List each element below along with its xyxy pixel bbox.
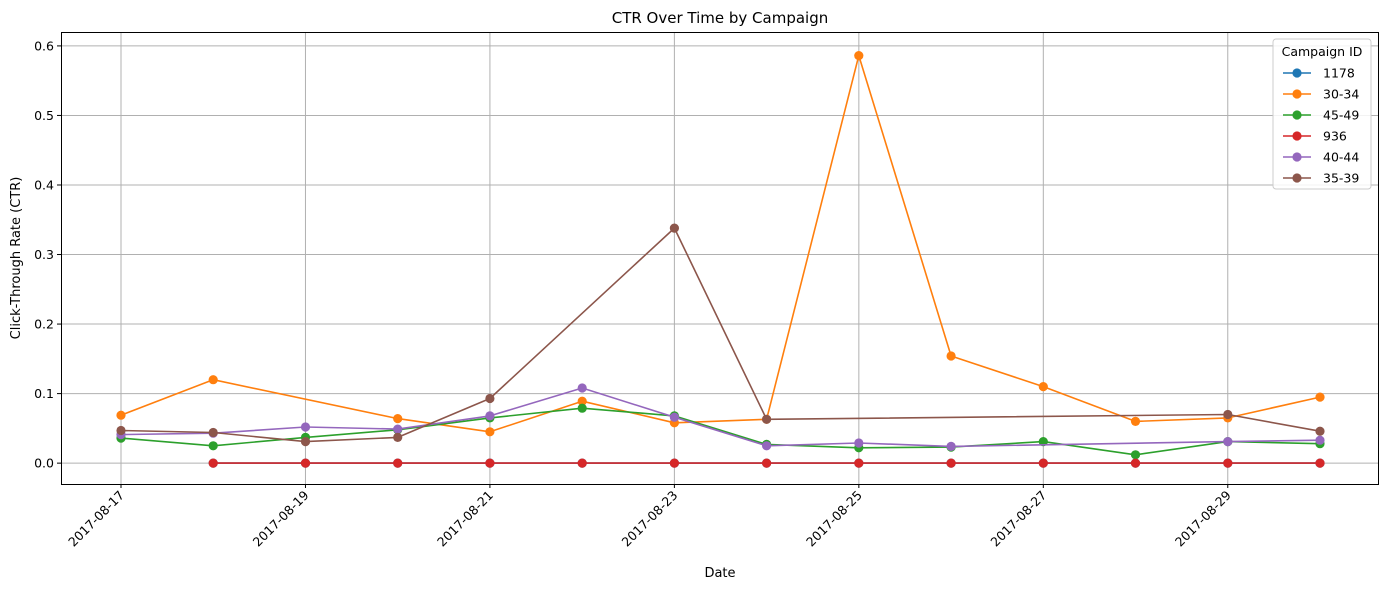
data-point-936: [1315, 458, 1325, 468]
data-point-40-44: [393, 424, 403, 434]
data-point-35-39: [485, 393, 495, 404]
chart-title: CTR Over Time by Campaign: [612, 9, 829, 27]
data-point-30-34: [208, 375, 218, 385]
legend-label: 45-49: [1323, 108, 1359, 123]
series-line-35-39: [120, 227, 1321, 443]
plot-frame: [61, 32, 1379, 485]
data-point-35-39: [1223, 409, 1233, 420]
data-point-936: [1223, 458, 1233, 468]
data-point-936: [300, 458, 311, 468]
data-point-40-44: [762, 441, 772, 451]
legend-marker-1178: [1292, 68, 1302, 78]
data-point-936: [485, 458, 495, 468]
legend-label: 936: [1323, 129, 1347, 144]
data-point-45-49: [1038, 437, 1048, 447]
x-tick-label: 2017-08-17: [65, 488, 127, 550]
series-936: [208, 458, 1325, 468]
data-point-936: [669, 458, 680, 468]
x-axis: 2017-08-17 2017-08-19 2017-08-21 2017-08-23…: [65, 484, 1234, 549]
y-tick-label: 0.5: [34, 108, 54, 123]
x-axis-label: Date: [704, 566, 735, 581]
data-point-40-44: [854, 438, 864, 448]
x-tick-label: 2017-08-25: [803, 488, 865, 550]
y-tick-label: 0.4: [34, 177, 54, 192]
data-point-936: [208, 458, 218, 468]
series-layer: [116, 51, 1325, 468]
data-point-30-34: [577, 396, 587, 406]
y-tick-label: 0.3: [34, 247, 54, 262]
data-point-35-39: [1315, 426, 1325, 436]
data-point-936: [1130, 458, 1141, 468]
series-line-30-34: [120, 54, 1321, 433]
legend-marker-35-39: [1292, 173, 1302, 183]
data-point-30-34: [1130, 416, 1141, 426]
x-tick-label: 2017-08-19: [250, 487, 312, 549]
series-30-34: [116, 51, 1325, 437]
data-point-35-39: [669, 223, 680, 233]
data-point-30-34: [1315, 392, 1325, 402]
x-tick-label: 2017-08-27: [987, 488, 1049, 550]
data-point-30-34: [946, 351, 956, 361]
legend-marker-45-49: [1292, 110, 1302, 120]
data-point-45-49: [1130, 450, 1141, 460]
data-point-30-34: [1038, 382, 1048, 392]
legend-label: 40-44: [1323, 150, 1359, 165]
data-point-936: [1038, 458, 1048, 468]
legend-label: 35-39: [1323, 171, 1359, 186]
x-tick-label: 2017-08-21: [434, 488, 496, 550]
data-point-40-44: [1223, 437, 1233, 447]
data-point-40-44: [946, 441, 956, 451]
data-point-40-44: [669, 412, 680, 422]
y-tick-label: 0.6: [34, 38, 54, 53]
data-point-30-34: [854, 51, 864, 61]
data-point-936: [393, 458, 403, 468]
y-tick-label: 0.1: [34, 386, 54, 401]
data-point-936: [946, 458, 956, 468]
data-point-30-34: [393, 414, 403, 424]
legend-marker-40-44: [1292, 152, 1302, 162]
legend: Campaign ID 1178 30-34 45-49 936 40-44 35-39: [1272, 38, 1372, 190]
data-point-30-34: [116, 410, 126, 420]
x-tick-label: 2017-08-29: [1172, 487, 1234, 549]
data-point-936: [577, 458, 587, 468]
y-axis-label: Click-Through Rate (CTR): [9, 177, 24, 340]
y-tick-label: 0.2: [34, 317, 54, 332]
legend-label: 1178: [1323, 66, 1355, 81]
data-point-35-39: [300, 437, 311, 447]
legend-title: Campaign ID: [1282, 44, 1363, 59]
grid: [61, 32, 1378, 484]
y-tick-label: 0.0: [34, 456, 54, 471]
series-line-45-49: [120, 407, 1321, 456]
data-point-936: [762, 458, 772, 468]
data-point-35-39: [116, 425, 126, 436]
series-line-40-44: [120, 387, 1321, 448]
series-35-39: [116, 223, 1325, 447]
data-point-40-44: [1315, 435, 1325, 445]
legend-marker-30-34: [1292, 89, 1302, 99]
data-point-40-44: [300, 422, 311, 432]
data-point-35-39: [208, 427, 218, 438]
x-tick-label: 2017-08-23: [619, 488, 681, 550]
data-point-45-49: [208, 441, 218, 451]
data-point-35-39: [762, 414, 772, 424]
data-point-35-39: [393, 432, 403, 442]
legend-label: 30-34: [1323, 87, 1359, 102]
data-point-45-49: [577, 403, 587, 413]
data-point-40-44: [485, 411, 495, 421]
data-point-40-44: [577, 383, 587, 393]
data-point-936: [854, 458, 864, 468]
legend-marker-936: [1292, 131, 1302, 141]
data-point-30-34: [485, 427, 495, 437]
y-axis: 0.0 0.1 0.2 0.3 0.4 0.5 0.6: [34, 38, 61, 471]
